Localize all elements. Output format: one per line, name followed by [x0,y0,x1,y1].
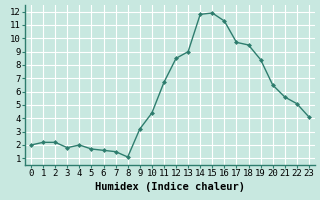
X-axis label: Humidex (Indice chaleur): Humidex (Indice chaleur) [95,182,245,192]
